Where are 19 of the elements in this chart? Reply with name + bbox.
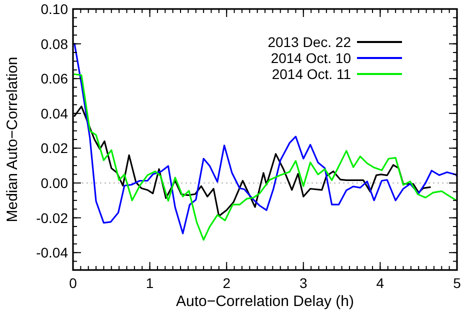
y-tick-label: -0.04 (36, 244, 68, 261)
x-axis-title: Auto−Correlation Delay (h) (176, 293, 354, 310)
x-tick-label: 0 (69, 275, 78, 291)
legend-label: 2014 Oct. 11 (272, 66, 352, 82)
y-tick-label: 0.06 (40, 70, 68, 87)
legend-label: 2013 Dec. 22 (268, 34, 352, 50)
x-tick-label: 1 (146, 275, 154, 291)
y-tick-label: 0.02 (40, 140, 68, 156)
x-tick-label: 5 (453, 275, 462, 291)
legend-label: 2014 Oct. 10 (270, 50, 352, 66)
x-tick-label: 2 (222, 275, 231, 291)
x-tick-label: 4 (376, 275, 384, 291)
y-tick-label: 0.08 (40, 36, 68, 52)
y-tick-label: 0.10 (40, 1, 68, 17)
x-tick-label: 3 (300, 275, 308, 291)
y-tick-label: -0.02 (36, 210, 68, 226)
y-tick-label: 0.00 (40, 175, 68, 191)
y-tick-label: 0.04 (40, 105, 68, 122)
y-axis-title: Median Auto−Correlation (4, 56, 21, 222)
